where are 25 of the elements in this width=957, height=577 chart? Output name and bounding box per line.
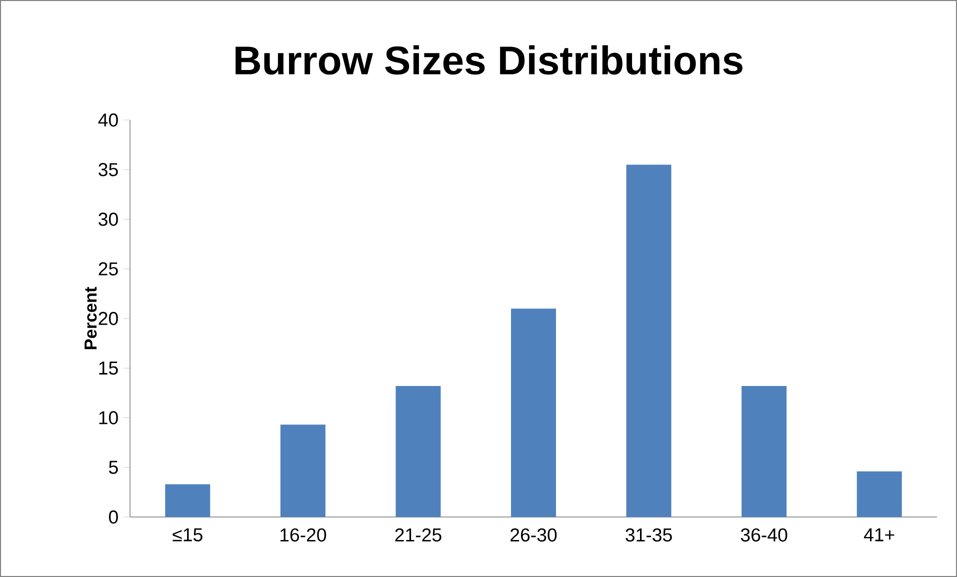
- y-tick-label: 30: [98, 212, 118, 226]
- x-tick-label: 31-35: [626, 528, 672, 542]
- y-axis-title: Percent: [84, 286, 97, 350]
- bar: [856, 471, 902, 517]
- bar: [626, 164, 672, 517]
- chart-title: Burrow Sizes Distributions: [236, 45, 742, 75]
- bar: [165, 484, 210, 517]
- x-tick-label: ≤15: [172, 528, 202, 542]
- x-tick-label: 41+: [864, 528, 894, 542]
- bar: [280, 424, 326, 517]
- y-tick-label: 20: [98, 312, 118, 326]
- y-tick-label: 15: [99, 362, 118, 375]
- y-tick-label: 25: [98, 262, 118, 276]
- y-tick-label: 10: [99, 411, 118, 424]
- y-tick-label: 40: [98, 113, 118, 127]
- x-tick-label: 26-30: [510, 528, 557, 542]
- x-tick-label: 16-20: [280, 528, 326, 542]
- bar: [396, 386, 441, 517]
- bar: [511, 308, 556, 517]
- y-tick-label: 5: [109, 460, 118, 474]
- bar: [742, 386, 787, 517]
- x-tick-label: 21-25: [395, 528, 442, 542]
- y-tick-label: 0: [108, 510, 118, 524]
- x-tick-label: 36-40: [740, 528, 788, 542]
- y-tick-label: 35: [98, 162, 118, 176]
